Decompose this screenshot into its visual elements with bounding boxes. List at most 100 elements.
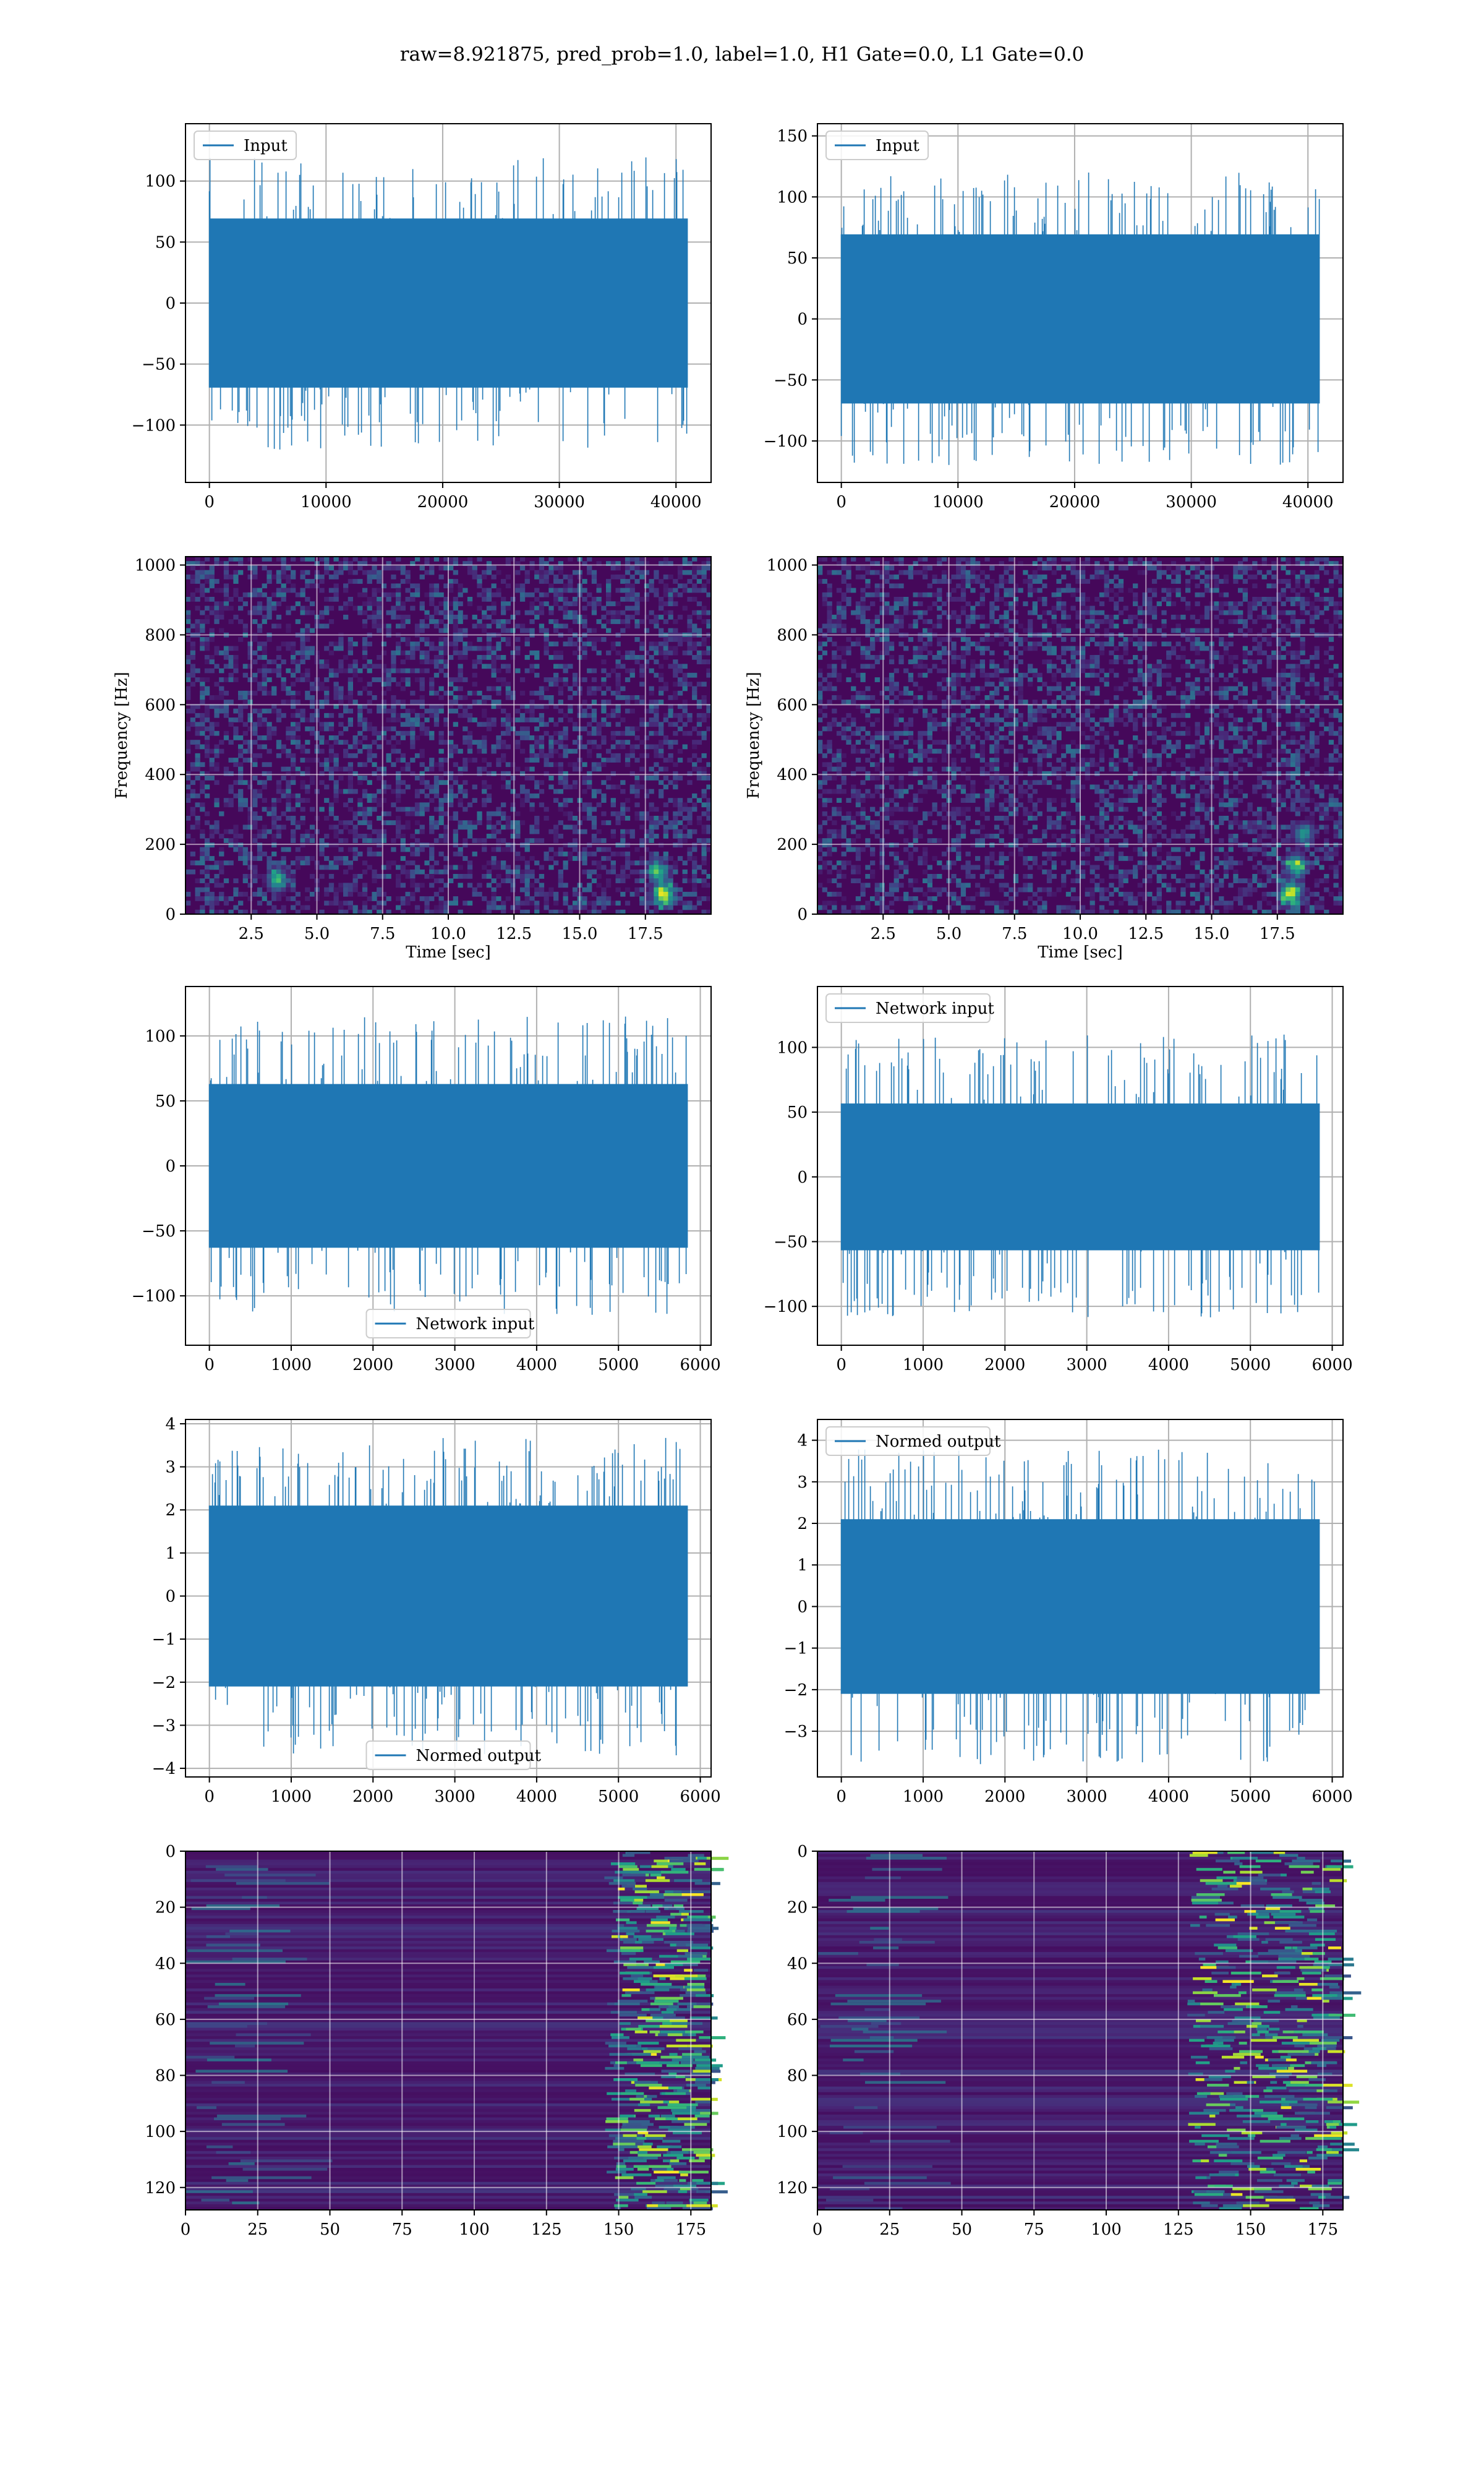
l1_feature_map-ytick-label-2: 40 — [787, 1954, 808, 1973]
h1_network_input-xtick-label-0: 0 — [204, 1356, 215, 1374]
h1_network_input-panel: 0 1000 2000 3000 4000 5000 6000 −100 −50 0 50 100 Ne… — [132, 986, 721, 1374]
l1_normed_output-series-line — [840, 1449, 1320, 1765]
figure-title: raw=8.921875, pred_prob=1.0, label=1.0, … — [400, 43, 1085, 66]
h1_normed_output-ytick-label-2: −2 — [152, 1674, 176, 1692]
l1_normed_output-panel: 0 1000 2000 3000 4000 5000 6000 −3 −2 −1 0 1 2 3 4 Norm… — [784, 1419, 1353, 1806]
h1_normed_output-xtick-label-1: 1000 — [271, 1787, 312, 1806]
h1_normed_output-xtick-label-0: 0 — [204, 1787, 215, 1806]
l1_spectrogram-ytick-label-2: 400 — [777, 766, 808, 784]
h1_network_input-ytick-label-2: 0 — [165, 1157, 176, 1176]
h1_network_input-xtick-label-5: 5000 — [598, 1356, 639, 1374]
l1_normed_output-legend-label: Normed output — [876, 1432, 1001, 1451]
h1_input-ytick-label-1: −50 — [142, 356, 176, 374]
l1_spectrogram-ytick-label-1: 200 — [777, 836, 808, 854]
h1_spectrogram-ytick-label-4: 800 — [145, 626, 176, 644]
l1_normed_output-xtick-label-1: 1000 — [903, 1787, 944, 1806]
h1_normed_output-xtick-label-4: 4000 — [516, 1787, 557, 1806]
l1_spectrogram-xtick-label-0: 2.5 — [871, 925, 896, 943]
h1_normed_output-xtick-label-5: 5000 — [598, 1787, 639, 1806]
l1_network_input-ytick-label-2: 0 — [797, 1168, 808, 1187]
l1_spectrogram-axes: 2.5 5.0 7.5 10.0 12.5 15.0 17.5 0 200 400 600 800 10… — [744, 556, 1344, 962]
l1_spectrogram-frame — [817, 556, 1344, 915]
h1_feature_map-xtick-label-7: 175 — [675, 2220, 706, 2239]
h1_spectrogram-ylabel: Frequency [Hz] — [113, 672, 131, 799]
l1_input-legend: Input — [825, 131, 929, 160]
h1_feature_map-ytick-label-4: 80 — [155, 2067, 176, 2086]
h1_spectrogram-ytick-label-1: 200 — [145, 836, 176, 854]
h1_input-panel: 0 10000 20000 30000 40000 −100 −50 0 50 100 Input — [132, 123, 712, 511]
l1_spectrogram-ylabel: Frequency [Hz] — [744, 672, 763, 799]
h1_input-xtick-label-1: 10000 — [301, 493, 352, 511]
l1_feature_map-ytick-label-5: 100 — [777, 2123, 808, 2141]
h1_normed_output-ytick-label-0: −4 — [152, 1760, 176, 1778]
l1_normed_output-ytick-label-6: 3 — [797, 1473, 808, 1492]
h1_feature_map-ytick-label-3: 60 — [155, 2011, 176, 2029]
h1_network_input-ytick-label-0: −100 — [132, 1287, 176, 1306]
l1_spectrogram-ytick-label-4: 800 — [777, 626, 808, 644]
l1_normed_output-ytick-label-1: −2 — [784, 1681, 808, 1700]
l1_input-legend-box — [825, 131, 929, 160]
l1_input-series-line — [840, 173, 1320, 465]
l1_spectrogram-xtick-label-6: 17.5 — [1260, 925, 1295, 943]
h1_spectrogram-xtick-label-3: 10.0 — [430, 925, 466, 943]
h1_feature_map-ytick-label-6: 120 — [145, 2179, 176, 2198]
h1_spectrogram-xtick-label-6: 17.5 — [628, 925, 663, 943]
l1_spectrogram-xtick-label-4: 12.5 — [1128, 925, 1164, 943]
l1_normed_output-ytick-label-5: 2 — [797, 1515, 808, 1533]
h1_feature_map-xtick-label-2: 50 — [320, 2220, 340, 2239]
l1_normed_output-ytick-label-7: 4 — [797, 1432, 808, 1450]
l1_network_input-legend-label: Network input — [876, 999, 994, 1018]
l1_normed_output-xtick-label-6: 6000 — [1311, 1787, 1352, 1806]
h1_feature_map-image — [186, 1851, 729, 2211]
l1_network_input-legend-box — [825, 993, 991, 1023]
h1_input-legend-label: Input — [244, 137, 288, 155]
h1_feature_map-panel: 0 25 50 75 100 125 150 175 0 20 40 60 80 100 120 — [145, 1843, 729, 2239]
h1_normed_output-xtick-label-6: 6000 — [680, 1787, 720, 1806]
h1_normed_output-frame-top — [185, 1419, 712, 1778]
h1_normed_output-panel: 0 1000 2000 3000 4000 5000 6000 −4 −3 −2 −1 0 1 2 3 4 No… — [152, 1415, 721, 1806]
l1_input-ytick-label-4: 100 — [777, 188, 808, 207]
l1_normed_output-xtick-label-3: 3000 — [1066, 1787, 1107, 1806]
h1_feature_map-xtick-label-0: 0 — [181, 2220, 191, 2239]
h1_feature_map-ytick-label-1: 20 — [155, 1899, 176, 1917]
h1_spectrogram-xtick-label-4: 12.5 — [496, 925, 532, 943]
h1_network_input-xtick-label-2: 2000 — [352, 1356, 393, 1374]
l1_feature_map-xtick-label-5: 125 — [1163, 2220, 1194, 2239]
h1_spectrogram-axes: 2.5 5.0 7.5 10.0 12.5 15.0 17.5 0 200 400 600 800 10… — [113, 556, 712, 962]
l1_input-xtick-label-4: 40000 — [1282, 493, 1334, 511]
h1_input-frame-top — [185, 123, 712, 483]
l1_feature_map-ytick-label-4: 80 — [787, 2067, 808, 2086]
l1_input-ytick-label-2: 0 — [797, 310, 808, 329]
l1_input-xtick-label-0: 0 — [836, 493, 846, 511]
h1_spectrogram-xtick-label-1: 5.0 — [304, 925, 330, 943]
h1_input-legend-box — [194, 131, 297, 160]
h1_input-ytick-label-3: 50 — [155, 233, 176, 252]
l1_normed_output-ytick-label-3: 0 — [797, 1598, 808, 1616]
h1_normed_output-axes: 0 1000 2000 3000 4000 5000 6000 −4 −3 −2 −1 0 1 2 3 4 — [152, 1415, 721, 1806]
l1_network_input-ytick-label-1: −50 — [774, 1233, 808, 1251]
l1_spectrogram-xtick-label-5: 15.0 — [1194, 925, 1230, 943]
h1_input-legend: Input — [194, 131, 297, 160]
l1_input-panel: 0 10000 20000 30000 40000 −100 −50 0 50 100 150 Inp… — [764, 123, 1344, 511]
l1_normed_output-legend: Normed output — [825, 1426, 1001, 1456]
l1_network_input-ytick-label-0: −100 — [764, 1298, 808, 1316]
h1_input-xtick-label-0: 0 — [204, 493, 215, 511]
l1_input-legend-label: Input — [876, 137, 919, 155]
h1_feature_map-frame — [185, 1851, 712, 2211]
h1_network_input-ytick-label-3: 50 — [155, 1092, 176, 1111]
h1_feature_map-xtick-label-4: 100 — [459, 2220, 490, 2239]
l1_normed_output-xtick-label-4: 4000 — [1148, 1787, 1189, 1806]
h1_spectrogram-panel: 2.5 5.0 7.5 10.0 12.5 15.0 17.5 0 200 400 600 800 10… — [113, 556, 712, 962]
h1_input-ytick-label-0: −100 — [132, 416, 176, 435]
h1_feature_map-ytick-label-2: 40 — [155, 1954, 176, 1973]
h1_feature_map-xtick-label-6: 150 — [603, 2220, 634, 2239]
l1_network_input-legend: Network input — [825, 993, 994, 1023]
l1_normed_output-xtick-label-2: 2000 — [984, 1787, 1025, 1806]
h1_spectrogram-ytick-label-2: 400 — [145, 766, 176, 784]
h1_input-series-line — [208, 157, 688, 450]
l1_normed_output-legend-box — [825, 1426, 991, 1456]
l1_input-xtick-label-2: 20000 — [1049, 493, 1101, 511]
l1_network_input-panel: 0 1000 2000 3000 4000 5000 6000 −100 −50 0 50 100 Ne… — [764, 986, 1353, 1374]
h1_normed_output-ytick-label-6: 2 — [165, 1501, 176, 1520]
l1_spectrogram-xlabel: Time [sec] — [1038, 943, 1123, 962]
